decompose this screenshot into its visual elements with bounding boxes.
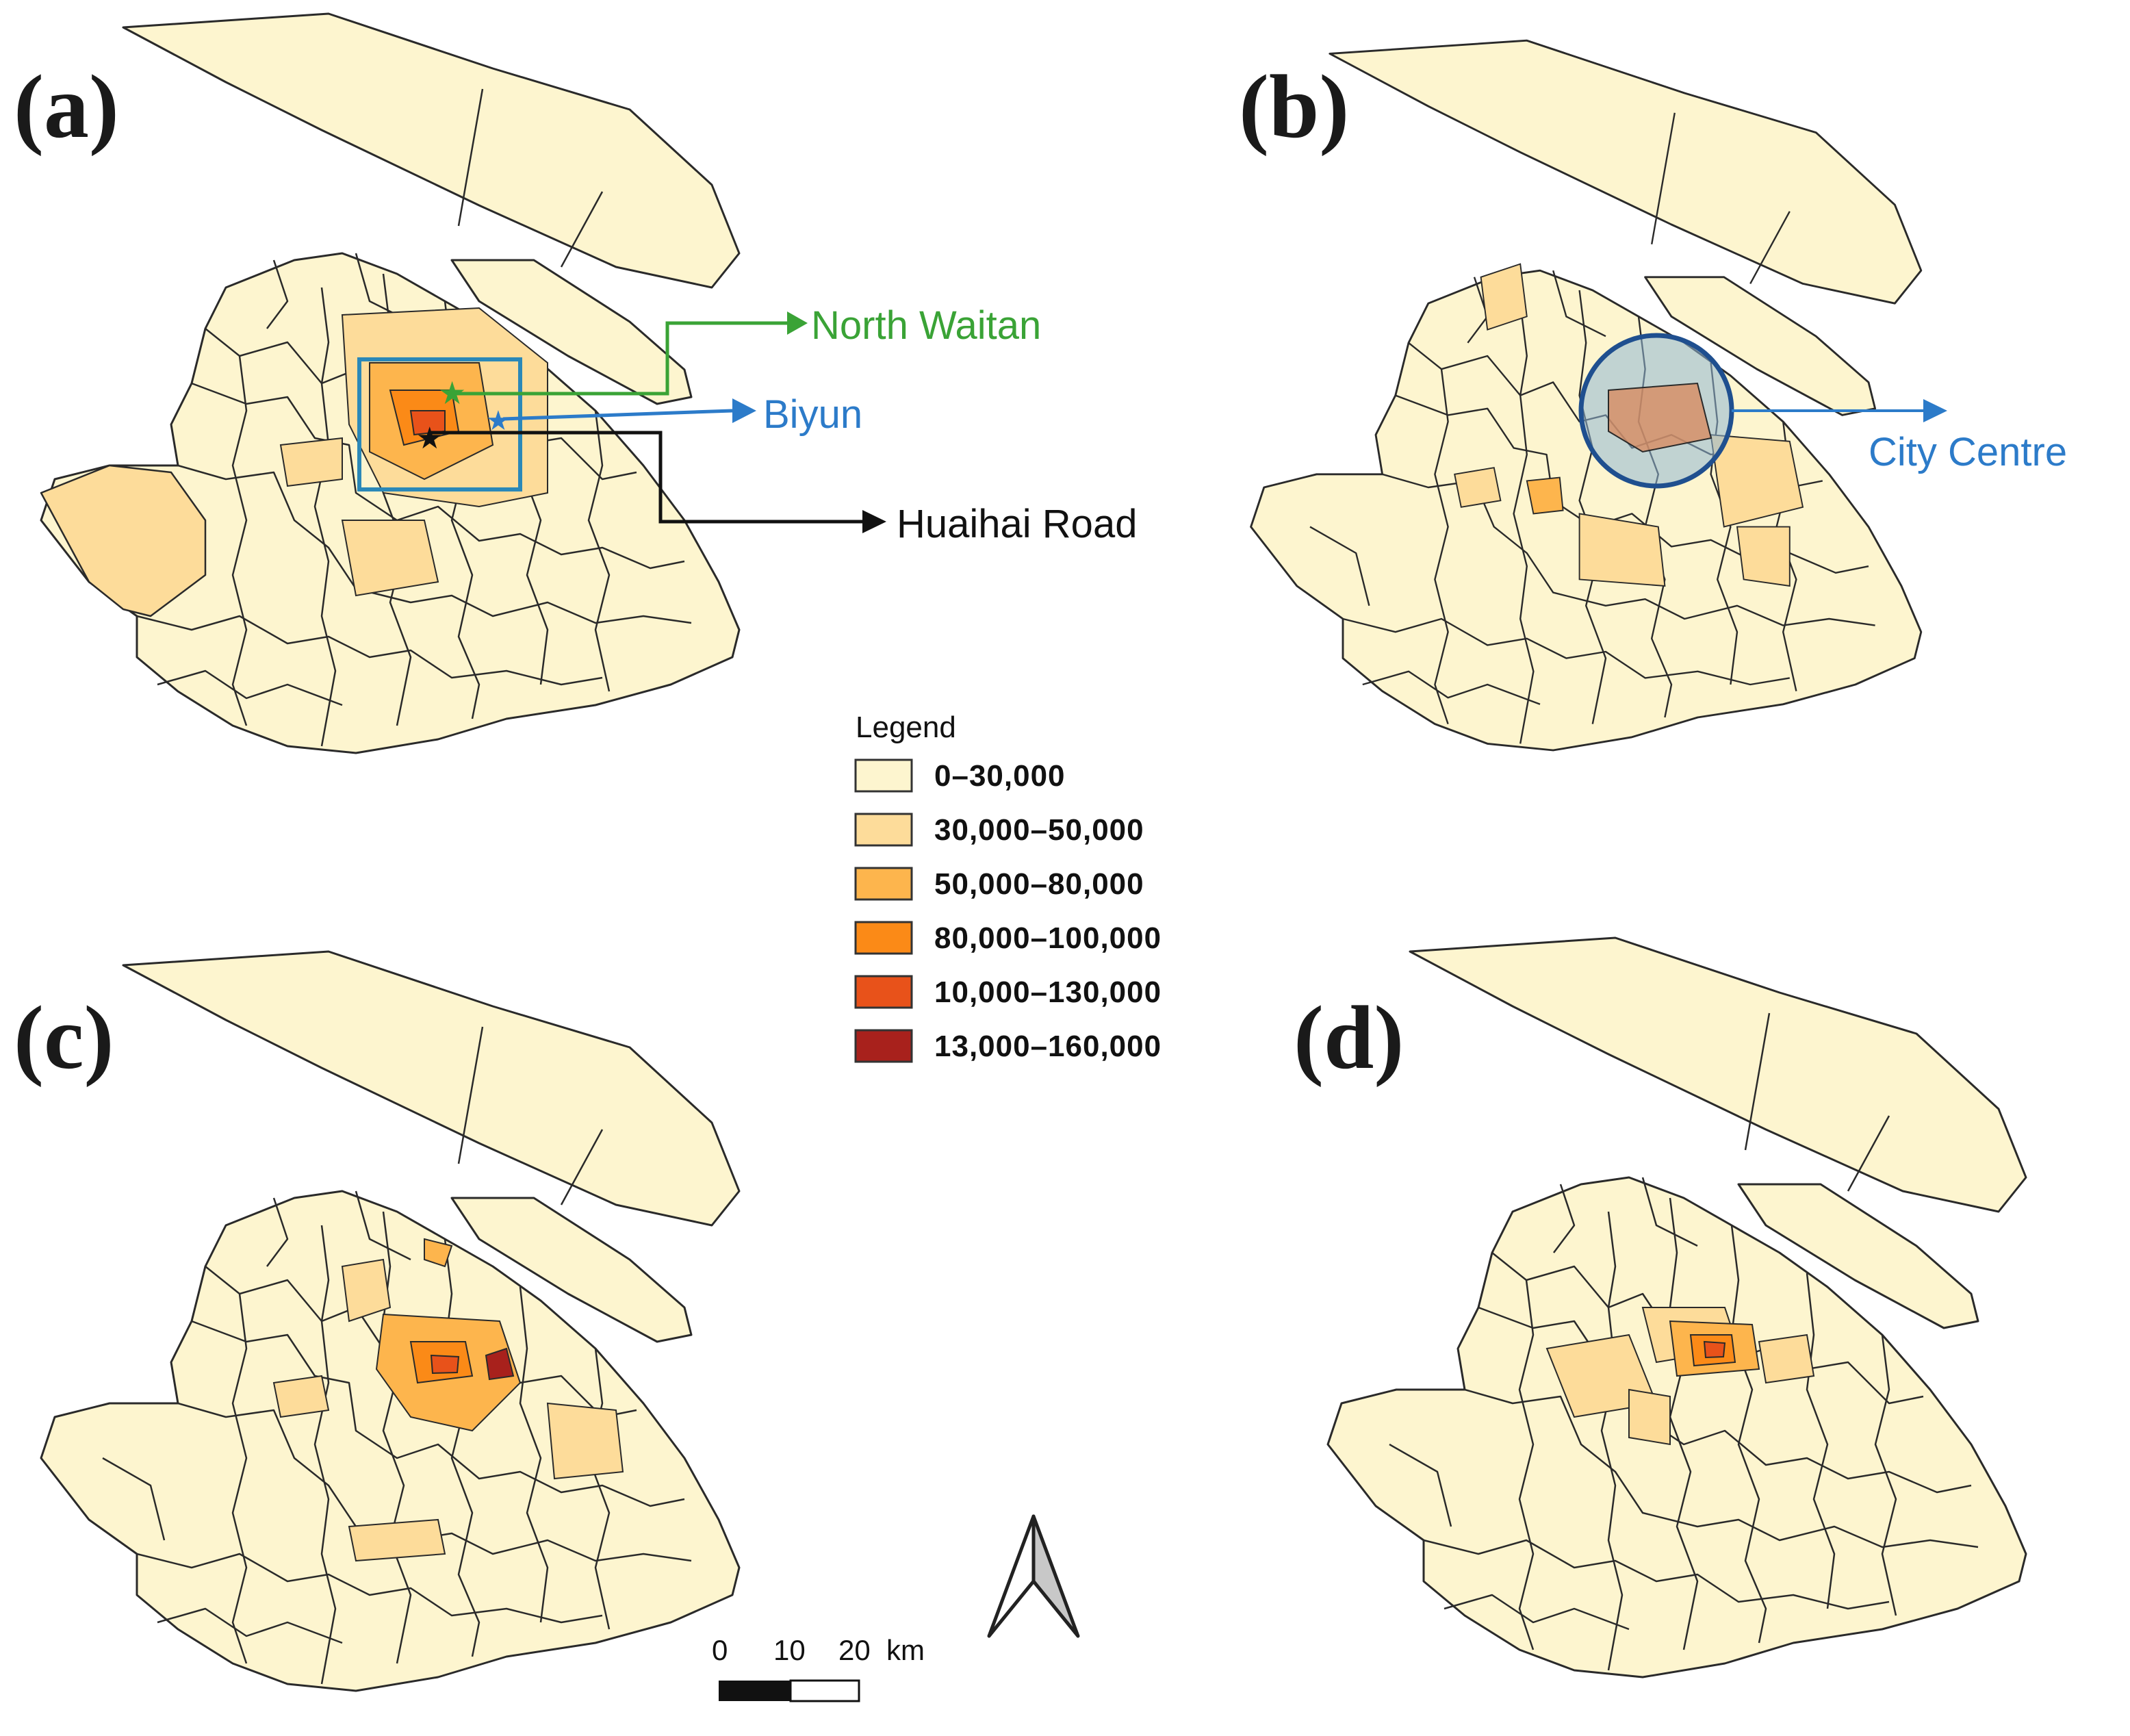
north-waitan-arrowhead-icon: [787, 311, 808, 335]
district-shaded: [1758, 1333, 1815, 1384]
map-panel-a: ★ ★ ★ North Waitan Biyun Huaihai Road (a…: [14, 12, 1137, 754]
district-shaded: [1480, 263, 1528, 331]
legend-swatch: [854, 975, 913, 1009]
biyun-arrowhead-icon: [732, 398, 756, 423]
north-waitan-leader: [452, 321, 787, 396]
legend-swatch: [854, 921, 913, 955]
district-shaded: [40, 464, 207, 617]
district-shaded: [1454, 467, 1502, 508]
huaihai-leader: [431, 431, 862, 524]
panel-label-c: (c): [14, 987, 114, 1088]
district-shaded: [341, 1258, 392, 1323]
scale-label-0: 0: [712, 1634, 728, 1666]
panel-label-d: (d): [1294, 987, 1404, 1088]
map-panel-b: City Centre (b): [1239, 39, 2067, 752]
district-shaded: [272, 1375, 330, 1418]
legend-title: Legend: [856, 711, 956, 744]
district-shaded: [1578, 513, 1666, 587]
scale-label-10: 10: [773, 1634, 806, 1666]
huaihai-road-label: Huaihai Road: [897, 502, 1137, 546]
legend-label: 50,000–80,000: [934, 867, 1144, 901]
legend-swatch: [854, 1029, 913, 1063]
legend-swatch: [854, 813, 913, 847]
district-shaded: [424, 1238, 453, 1268]
biyun-leader: [502, 409, 733, 421]
scale-bar-segment-dark: [719, 1681, 791, 1701]
map-panel-c: (c): [14, 950, 741, 1692]
district-shaded: [546, 1402, 624, 1480]
legend-label: 0–30,000: [934, 759, 1066, 793]
district-shaded: [430, 1354, 460, 1375]
north-arrow-icon: [987, 1514, 1080, 1638]
district-shaded: [1526, 476, 1564, 515]
map-panel-d: (d): [1294, 936, 2027, 1678]
legend-label: 80,000–100,000: [934, 921, 1162, 955]
legend-label: 30,000–50,000: [934, 813, 1144, 847]
legend-swatch: [854, 758, 913, 793]
district-shaded: [279, 437, 343, 487]
huaihai-marker-icon: ★: [416, 421, 443, 456]
legend-label: 10,000–130,000: [934, 975, 1162, 1009]
district-shaded: [1736, 526, 1791, 587]
scale-bar: 0 10 20 km: [712, 1634, 925, 1702]
scale-bar-segment-light: [789, 1679, 860, 1702]
scale-unit: km: [886, 1634, 925, 1666]
district-shaded: [1608, 382, 1712, 453]
panel-label-b: (b): [1239, 56, 1349, 157]
legend-swatch: [854, 867, 913, 901]
north-waitan-label: North Waitan: [811, 303, 1041, 348]
biyun-label: Biyun: [763, 392, 862, 437]
city-centre-label: City Centre: [1869, 430, 2067, 474]
huaihai-arrowhead-icon: [862, 510, 886, 533]
district-shaded: [1628, 1388, 1671, 1446]
legend: Legend 0–30,000 30,000–50,000 50,000–80,00…: [854, 711, 1162, 1063]
scale-label-20: 20: [838, 1634, 871, 1666]
district-shaded: [485, 1347, 515, 1381]
city-centre-arrowhead-icon: [1923, 399, 1947, 422]
district-shaded: [1703, 1340, 1726, 1359]
panel-label-a: (a): [14, 56, 119, 157]
legend-label: 13,000–160,000: [934, 1030, 1162, 1063]
district-shaded: [341, 520, 439, 597]
focus-box: [357, 357, 522, 492]
district-shaded: [1710, 434, 1804, 528]
district-shaded: [348, 1518, 446, 1562]
